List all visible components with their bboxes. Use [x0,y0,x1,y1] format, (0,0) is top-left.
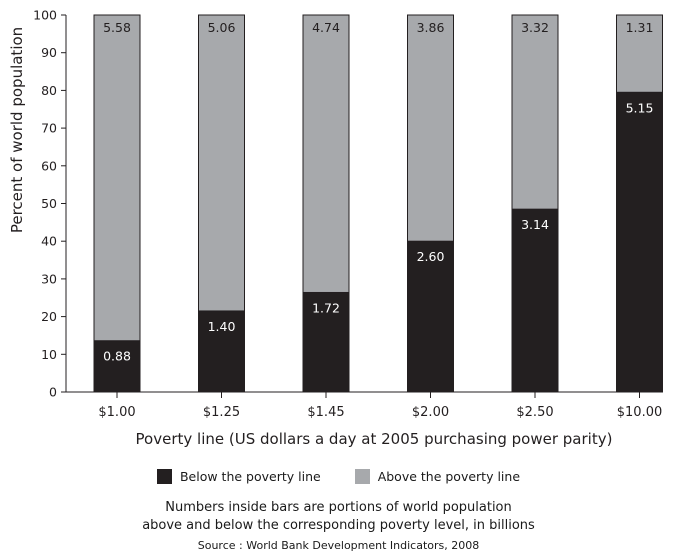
data-label-below: 3.14 [521,217,549,232]
data-label-below: 0.88 [103,349,131,364]
y-tick-label: 30 [41,271,57,286]
bar-below [511,208,559,393]
legend-item-below: Below the poverty line [156,468,321,484]
x-tick-label: $10.00 [617,405,663,420]
bar-above [93,14,141,342]
data-label-above: 3.32 [521,20,549,35]
x-axis: $1.00 $1.25 $1.45 $2.00 $2.50 $10.00 [98,392,662,420]
legend: Below the poverty line Above the poverty… [0,466,677,486]
x-tick-label: $2.50 [516,405,553,420]
data-label-above: 5.58 [103,20,131,35]
y-tick-label: 60 [41,158,57,173]
x-tick-label: $1.00 [98,405,135,420]
source-note: Source : World Bank Development Indicato… [197,539,480,552]
bar-above [511,14,559,210]
y-tick-label: 70 [41,121,57,136]
bar-below [616,91,663,393]
y-tick-label: 0 [49,385,57,400]
bar-above [198,14,245,312]
data-label-above: 5.06 [208,20,236,35]
note-line-2: above and below the corresponding povert… [142,518,535,533]
legend-swatch-below [156,468,172,484]
data-label-above: 4.74 [312,20,340,35]
legend-swatch-above [354,468,370,484]
data-label-below: 1.72 [312,300,340,315]
note-line-1: Numbers inside bars are portions of worl… [165,500,512,515]
data-label-above: 3.86 [417,20,445,35]
bar-below [93,340,141,393]
y-axis-label: Percent of world population [8,27,26,233]
y-tick-label: 100 [33,8,57,23]
y-axis: 0 10 20 30 40 50 60 70 80 90 100 [33,8,67,400]
x-tick-label: $1.25 [203,405,240,420]
data-label-above: 1.31 [626,20,654,35]
x-axis-label: Poverty line (US dollars a day at 2005 p… [136,430,613,448]
legend-item-above: Above the poverty line [354,468,521,484]
y-tick-label: 50 [41,196,57,211]
y-tick-label: 80 [41,83,57,98]
x-tick-label: $1.45 [307,405,344,420]
bars: 0.88 5.58 1.40 5.06 1.72 4.74 2.60 3.86 3.14 3.32… [93,14,663,393]
y-tick-label: 20 [41,309,57,324]
data-label-below: 5.15 [626,100,654,115]
legend-label-above: Above the poverty line [377,468,521,484]
y-tick-label: 90 [41,45,57,60]
stacked-bar-chart: 0 10 20 30 40 50 60 70 80 90 100 0.88 5.58 1.40 5.06 1… [8,8,663,448]
legend-label-below: Below the poverty line [179,468,321,484]
y-tick-label: 10 [41,347,57,362]
y-tick-label: 40 [41,234,57,249]
data-label-below: 1.40 [208,319,236,334]
bar-above [302,14,350,293]
bar-above [407,14,454,242]
x-tick-label: $2.00 [412,405,449,420]
bar-above [616,14,663,93]
data-label-below: 2.60 [417,249,445,264]
